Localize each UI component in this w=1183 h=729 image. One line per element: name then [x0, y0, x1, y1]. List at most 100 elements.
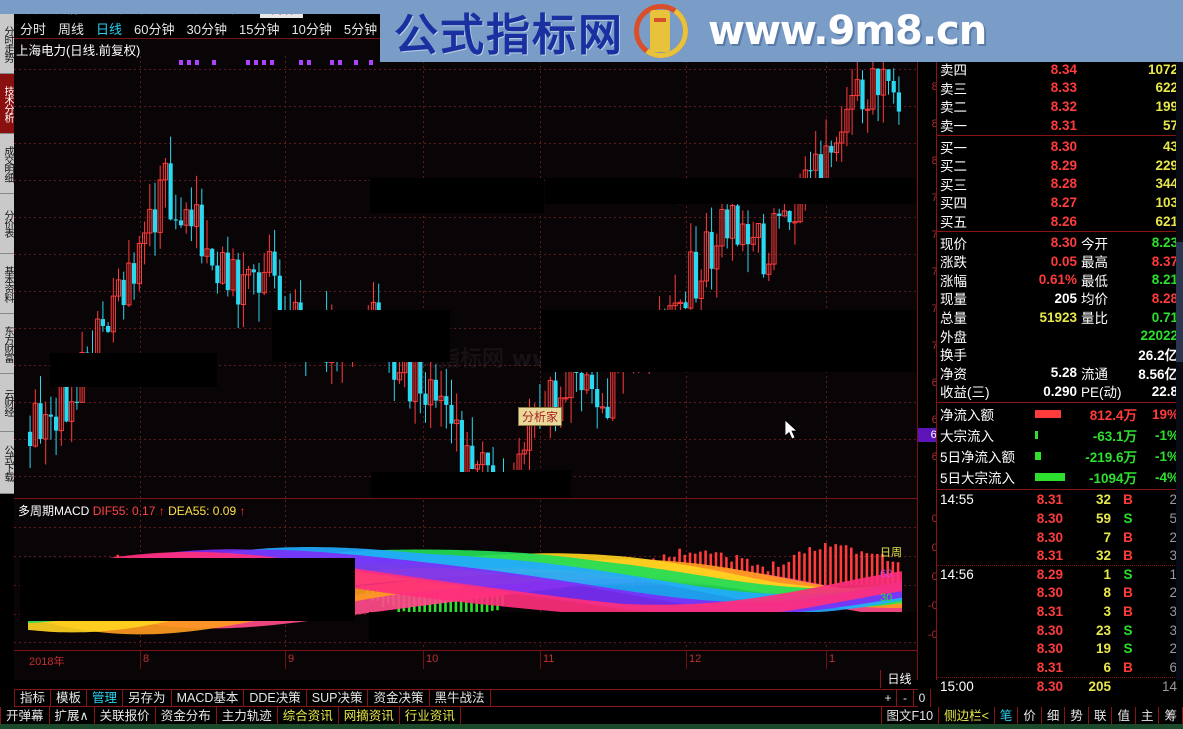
tick-side: S	[1123, 622, 1133, 638]
horizontal-scrollbar[interactable]	[0, 724, 1183, 729]
macd-indicator-label: 多周期MACD DIF55: 0.17 ↑ DEA55: 0.09 ↑	[18, 502, 246, 519]
tick-count: 5	[1169, 511, 1177, 527]
zoom-in-button[interactable]: +	[880, 689, 897, 707]
order-row-bid4[interactable]: 买四 8.27 103	[937, 193, 1183, 212]
sidebar-tab-price-table[interactable]: 分价表	[0, 194, 14, 254]
flow-pct-net-inflow: 19%	[1151, 406, 1179, 422]
stat-value-net-asset: 5.28	[1050, 365, 1077, 381]
sidebar-tab-intraday-trend[interactable]: 分时走势	[0, 14, 14, 74]
tick-row: 8.31 32 B 3	[937, 546, 1183, 565]
order-row-ask1[interactable]: 卖一 8.31 57	[937, 116, 1183, 135]
toolbar-button-fund-distribution[interactable]: 资金分布	[156, 706, 217, 725]
toolbar-button-expand[interactable]: 扩展∧	[50, 706, 95, 725]
toolbar-button-f10[interactable]: 图文F10	[880, 707, 940, 725]
sidebar-tab-yuncaijing[interactable]: 云财经	[0, 374, 14, 432]
toolbar-button-macd-basic[interactable]: MACD基本	[172, 689, 245, 707]
chart-area[interactable]: 上海电力(日线.前复权)	[14, 39, 918, 680]
toolbar-button-blackbull[interactable]: 黑牛战法	[430, 689, 491, 707]
tick-side: B	[1123, 492, 1133, 508]
toolbar-button-sup[interactable]: SUP决策	[307, 689, 369, 707]
bid4-volume: 103	[1155, 194, 1178, 210]
period-tab-weekly[interactable]: 周线	[58, 21, 85, 37]
macd-panel[interactable]: 多周期MACD DIF55: 0.17 ↑ DEA55: 0.09 ↑ 日周 6…	[14, 500, 918, 650]
stat-label-vol-ratio: 量比	[1081, 311, 1108, 327]
sidebar-tab-eastmoney[interactable]: 东方财富	[0, 314, 14, 374]
sidebar-tab-formula-download[interactable]: 公式下载	[0, 432, 14, 494]
period-tab-60min[interactable]: 60分钟	[134, 21, 175, 37]
order-row-ask2[interactable]: 卖二 8.32 199	[937, 97, 1183, 116]
tick-row: 8.31 3 B 3	[937, 602, 1183, 621]
toolbar-button-zhu[interactable]: 主	[1136, 707, 1160, 725]
tick-volume: 205	[1088, 678, 1111, 694]
toolbar-button-shi[interactable]: 势	[1065, 707, 1089, 725]
toolbar-button-zhi[interactable]: 值	[1112, 707, 1136, 725]
toolbar-button-saveas[interactable]: 另存为	[123, 689, 172, 707]
toolbar-button-jia[interactable]: 价	[1018, 707, 1042, 725]
tick-price: 8.29	[1036, 567, 1063, 583]
zoom-controls[interactable]: + - 0	[880, 689, 935, 707]
tick-count: 2	[1169, 529, 1177, 545]
tick-time: 14:56	[940, 567, 974, 583]
order-row-bid5[interactable]: 买五 8.26 621	[937, 212, 1183, 231]
toolbar-button-main-track[interactable]: 主力轨迹	[217, 706, 278, 725]
date-label-12: 12	[689, 653, 702, 665]
order-row-ask4[interactable]: 卖四 8.34 1072	[937, 60, 1183, 79]
redaction-bar-6	[371, 472, 524, 498]
period-tab-10min[interactable]: 10分钟	[291, 21, 332, 37]
left-vertical-sidebar: 分时走势 技术分析 成交明细 分价表 基本资料 东方财富 云财经 公式下载	[0, 14, 14, 494]
toolbar-button-xi[interactable]: 细	[1042, 707, 1066, 725]
toolbar-button-web-news[interactable]: 网摘资讯	[339, 706, 400, 725]
order-row-bid3[interactable]: 买三 8.28 344	[937, 175, 1183, 194]
toolbar-button-sidebar[interactable]: 侧边栏<	[939, 707, 995, 725]
kline-panel[interactable]: M88qsi.com 公式指标网 www.9m8.cn 分析家 ←6.15	[14, 56, 918, 499]
tick-row: 14:55 8.31 32 B 2	[937, 491, 1183, 510]
tick-table[interactable]: 14:55 8.31 32 B 2 8.30 59 S 5 8.30 7 B 2	[937, 491, 1183, 696]
toolbar-button-template[interactable]: 模板	[51, 689, 88, 707]
toolbar-button-indicator[interactable]: 指标	[14, 689, 52, 707]
tick-count: 3	[1169, 604, 1177, 620]
toolbar-button-comprehensive-news[interactable]: 综合资讯	[278, 706, 339, 725]
tick-time: 14:55	[940, 492, 974, 508]
toolbar-button-fund-decision[interactable]: 资金决策	[368, 689, 430, 707]
period-tab-daily[interactable]: 日线	[96, 21, 123, 37]
stat-value-high: 8.37	[1151, 253, 1178, 269]
toolbar-button-bi[interactable]: 笔	[995, 707, 1019, 725]
stat-label-net-asset: 净资	[940, 366, 967, 382]
zoom-out-button[interactable]: -	[897, 689, 914, 707]
toolbar-button-dde[interactable]: DDE决策	[244, 689, 307, 707]
date-label-8: 8	[143, 653, 150, 665]
vertical-scrollbar[interactable]	[1176, 62, 1183, 680]
ask4-price: 8.34	[1050, 61, 1077, 77]
period-tab-5min[interactable]: 5分钟	[343, 21, 378, 37]
redaction-bar-4	[541, 310, 917, 372]
zoom-reset-button[interactable]: 0	[914, 689, 931, 707]
toolbar-button-lian[interactable]: 联	[1089, 707, 1113, 725]
stat-row-price: 现价 8.30 今开 8.23	[937, 233, 1183, 252]
order-row-bid2[interactable]: 买二 8.29 229	[937, 156, 1183, 175]
tick-volume: 3	[1103, 604, 1111, 620]
sidebar-tab-fundamentals[interactable]: 基本资料	[0, 254, 14, 314]
sidebar-tab-technical-analysis[interactable]: 技术分析	[0, 74, 14, 134]
redaction-bar-1	[370, 178, 544, 213]
period-tab-intraday[interactable]: 分时	[20, 21, 47, 37]
toolbar-button-industry-news[interactable]: 行业资讯	[400, 706, 461, 725]
flow-bar-block-inflow	[1035, 431, 1079, 440]
order-row-bid1[interactable]: 买一 8.30 43	[937, 137, 1183, 156]
flow-bar-net-inflow	[1035, 410, 1079, 419]
period-tab-30min[interactable]: 30分钟	[186, 21, 227, 37]
redaction-bar-2	[545, 178, 916, 204]
toolbar-button-danmu[interactable]: 开弹幕	[0, 706, 50, 725]
period-tab-15min[interactable]: 15分钟	[238, 21, 280, 37]
toolbar-button-manage[interactable]: 管理	[87, 689, 124, 707]
order-row-ask3[interactable]: 卖三 8.33 622	[937, 79, 1183, 98]
toolbar-button-chou[interactable]: 筹	[1159, 707, 1183, 725]
bid3-volume: 344	[1155, 176, 1178, 192]
sidebar-tab-trade-detail[interactable]: 成交明细	[0, 134, 14, 194]
quote-panel: 卖四 8.34 1072 卖三 8.33 622 卖二 8.32 199 卖一 …	[936, 60, 1183, 694]
stat-value-pe: 22.8	[1151, 383, 1178, 399]
toolbar-button-related-quote[interactable]: 关联报价	[95, 706, 156, 725]
banner-logo-icon	[629, 0, 693, 63]
bid2-volume: 229	[1155, 157, 1178, 173]
stat-label-turnover: 换手	[940, 348, 967, 364]
